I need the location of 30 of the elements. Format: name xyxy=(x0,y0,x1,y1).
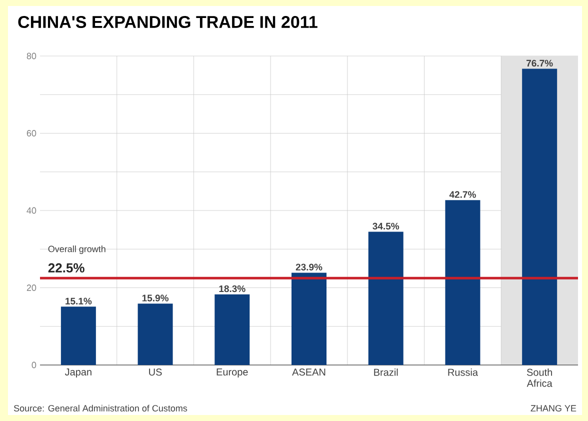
ref-line-label: Overall growth xyxy=(48,246,106,254)
annotation: 22.5% xyxy=(48,263,84,272)
y-tick-label: 40 xyxy=(26,207,36,214)
y-tick-label: 20 xyxy=(26,284,36,291)
text: ZHANG YE xyxy=(530,405,576,412)
x-tick-label: Brazil xyxy=(374,368,398,376)
data-label: 23.9% xyxy=(296,264,322,270)
y-tick-label: 60 xyxy=(26,130,36,136)
bar xyxy=(138,304,173,365)
bar xyxy=(214,294,250,365)
source-note: Source: General Administration of Customs xyxy=(14,404,188,412)
data-label: 15.9% xyxy=(142,294,169,302)
y-tick-label: 0 xyxy=(32,362,36,368)
y-tick-label: 80 xyxy=(26,52,36,60)
x-tick-label: US xyxy=(149,368,162,376)
x-tick-label: ASEAN xyxy=(292,368,326,376)
data-label: 15.1% xyxy=(66,298,92,304)
data-label: 18.3% xyxy=(219,285,246,292)
bar xyxy=(445,200,480,365)
bar xyxy=(292,272,327,365)
x-tick-label: Japan xyxy=(64,368,92,378)
data-label: 76.7% xyxy=(526,60,553,67)
x-tick-label: South Africa xyxy=(526,368,552,387)
x-tick-label: Europe xyxy=(216,368,248,378)
bar xyxy=(60,306,96,365)
x-tick-label: Russia xyxy=(448,368,478,376)
data-label: 34.5% xyxy=(372,222,400,230)
chart-title: CHINA'S EXPANDING TRADE IN 2011 xyxy=(18,16,318,28)
data-label: 42.7% xyxy=(449,191,476,198)
bar xyxy=(368,232,404,365)
